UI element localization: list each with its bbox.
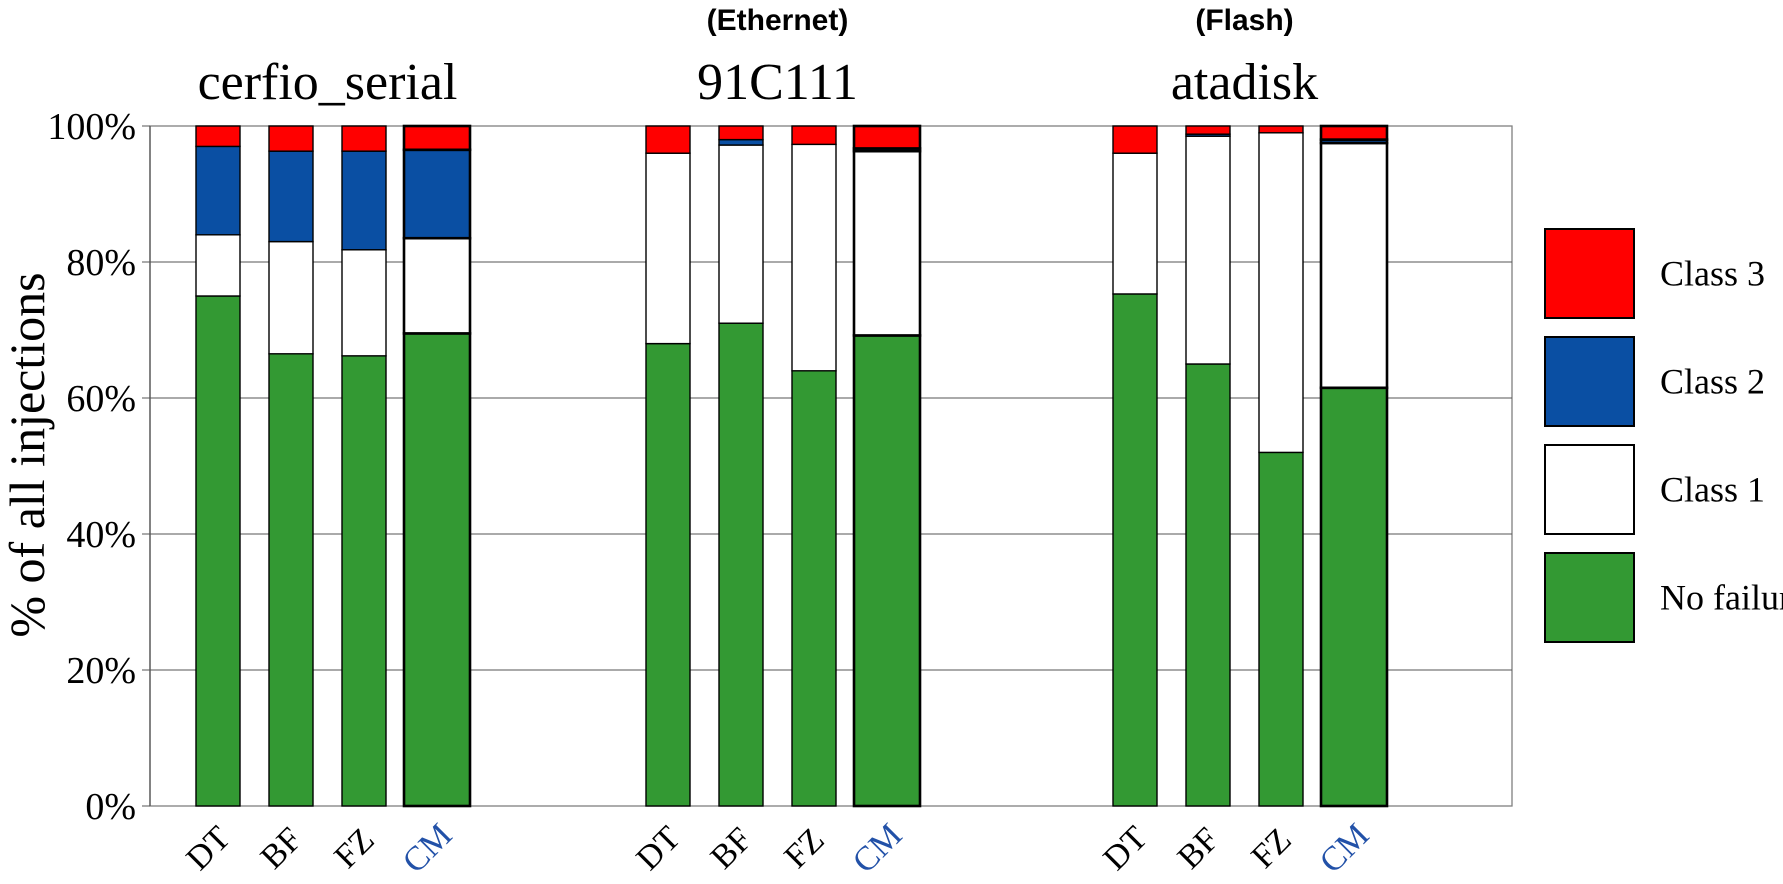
group-subtitle-atadisk: (Flash) xyxy=(1195,4,1293,37)
bar-segment-cerfio-serial-bf-class-2 xyxy=(268,150,314,243)
group-title-cerfio-serial: cerfio_serial xyxy=(198,54,458,111)
bar-segment-91c111-bf-class-1 xyxy=(718,144,764,324)
legend-swatch-class-1 xyxy=(1544,444,1635,535)
y-tick-label: 20% xyxy=(66,650,136,692)
x-tick-label-91c111-cm: CM xyxy=(846,817,910,881)
x-tick-label-cerfio-serial-cm: CM xyxy=(396,817,460,881)
x-tick-label-91c111-dt: DT xyxy=(629,819,687,877)
bar-segment-cerfio-serial-fz-class-3 xyxy=(341,125,387,152)
group-subtitle-91c111: (Ethernet) xyxy=(707,4,849,37)
x-tick-label-cerfio-serial-fz: FZ xyxy=(327,821,381,875)
bar-segment-91c111-bf-class-2 xyxy=(718,138,764,146)
bar-segment-atadisk-bf-class-3 xyxy=(1185,125,1231,135)
y-axis-label: % of all injections xyxy=(0,272,55,637)
y-tick-label: 60% xyxy=(66,378,136,420)
bar-segment-91c111-cm-class-3 xyxy=(852,124,922,150)
bar-segment-cerfio-serial-cm-class-2 xyxy=(402,148,472,240)
bar-segment-cerfio-serial-cm-no-failure xyxy=(402,332,472,808)
bar-segment-atadisk-bf-no-failure xyxy=(1185,363,1231,807)
bar-segment-cerfio-serial-fz-no-failure xyxy=(341,355,387,807)
bar-segment-atadisk-dt-class-3 xyxy=(1112,125,1158,154)
bar-segment-cerfio-serial-bf-class-3 xyxy=(268,125,314,152)
bar-segment-atadisk-bf-class-1 xyxy=(1185,135,1231,365)
bar-segment-atadisk-dt-no-failure xyxy=(1112,293,1158,807)
x-tick-label-atadisk-cm: CM xyxy=(1313,817,1377,881)
y-tick-label: 0% xyxy=(85,786,136,828)
y-tick-label: 40% xyxy=(66,514,136,556)
bar-segment-91c111-fz-class-3 xyxy=(791,125,837,146)
bar-segment-91c111-dt-no-failure xyxy=(645,342,691,807)
bar-segment-cerfio-serial-cm-class-3 xyxy=(402,124,472,152)
x-tick-label-91c111-bf: BF xyxy=(704,821,760,877)
bar-segment-atadisk-dt-class-1 xyxy=(1112,152,1158,295)
x-tick-label-atadisk-dt: DT xyxy=(1096,819,1154,877)
x-tick-label-cerfio-serial-bf: BF xyxy=(254,821,310,877)
group-title-atadisk: atadisk xyxy=(1171,54,1318,111)
bar-segment-cerfio-serial-dt-class-1 xyxy=(195,234,241,297)
x-tick-label-atadisk-fz: FZ xyxy=(1244,821,1298,875)
bar-segment-cerfio-serial-bf-no-failure xyxy=(268,353,314,807)
bar-segment-91c111-dt-class-1 xyxy=(645,152,691,345)
bar-segment-91c111-cm-no-failure xyxy=(852,334,922,808)
bar-segment-cerfio-serial-dt-class-3 xyxy=(195,125,241,148)
group-title-91c111: 91C111 xyxy=(697,54,858,111)
legend: Class 3 Class 2 Class 1 No failure xyxy=(1544,228,1783,643)
bar-segment-91c111-fz-no-failure xyxy=(791,370,837,807)
bar-segment-91c111-cm-class-1 xyxy=(852,149,922,337)
bar-segment-cerfio-serial-dt-no-failure xyxy=(195,295,241,807)
x-tick-label-91c111-fz: FZ xyxy=(777,821,831,875)
x-tick-label-cerfio-serial-dt: DT xyxy=(179,819,237,877)
legend-swatch-class-3 xyxy=(1544,228,1635,319)
bar-segment-cerfio-serial-dt-class-2 xyxy=(195,145,241,236)
y-tick-label: 80% xyxy=(66,242,136,284)
bar-segment-cerfio-serial-bf-class-1 xyxy=(268,240,314,355)
legend-label-class-1: Class 1 xyxy=(1660,470,1765,510)
y-tick-label: 100% xyxy=(47,106,136,148)
legend-label-no-failure: No failure xyxy=(1660,578,1783,618)
bar-segment-cerfio-serial-fz-class-1 xyxy=(341,249,387,357)
x-tick-label-atadisk-bf: BF xyxy=(1171,821,1227,877)
bar-segment-cerfio-serial-cm-class-1 xyxy=(402,236,472,335)
bar-segment-atadisk-fz-no-failure xyxy=(1258,451,1304,807)
bar-segment-91c111-bf-no-failure xyxy=(718,322,764,807)
bar-segment-atadisk-cm-class-3 xyxy=(1319,124,1389,141)
legend-swatch-class-2 xyxy=(1544,336,1635,427)
bar-segment-atadisk-fz-class-1 xyxy=(1258,132,1304,454)
bar-segment-atadisk-cm-class-1 xyxy=(1319,141,1389,390)
y-axis: 0% 20% 40% 60% 80% 100% xyxy=(47,106,151,828)
bar-segment-91c111-fz-class-1 xyxy=(791,143,837,372)
bar-segment-91c111-dt-class-3 xyxy=(645,125,691,154)
bar-segment-cerfio-serial-fz-class-2 xyxy=(341,150,387,251)
legend-label-class-3: Class 3 xyxy=(1660,254,1765,294)
group-titles: cerfio_serial (Ethernet) 91C111 (Flash) atad… xyxy=(198,4,1319,111)
bar-segment-atadisk-fz-class-3 xyxy=(1258,125,1304,134)
bars xyxy=(195,124,1389,808)
bar-segment-atadisk-cm-no-failure xyxy=(1319,386,1389,808)
legend-label-class-2: Class 2 xyxy=(1660,362,1765,402)
legend-swatch-no-failure xyxy=(1544,552,1635,643)
bar-segment-91c111-bf-class-3 xyxy=(718,125,764,141)
x-axis: DT BF FZ CM DT BF FZ CM DT BF FZ CM xyxy=(179,817,1376,881)
